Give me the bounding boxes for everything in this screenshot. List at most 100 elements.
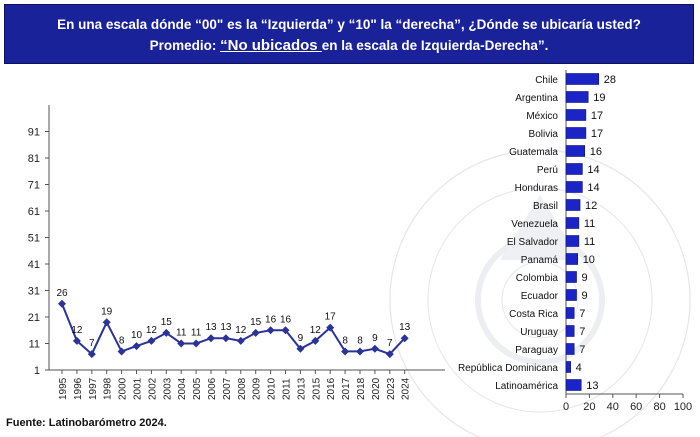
- x-tick-label: 2001: [133, 377, 144, 400]
- x-tick-label: 2011: [282, 378, 293, 400]
- data-point: [356, 347, 364, 356]
- bar-data-label: 10: [583, 254, 595, 266]
- bar: [565, 145, 586, 157]
- x-tick-label: 2009: [252, 377, 263, 400]
- bar-x-tick-label: 0: [563, 401, 569, 413]
- bar-data-label: 11: [584, 236, 595, 248]
- bar-x-tick-label: 40: [607, 401, 619, 413]
- bar: [565, 253, 578, 265]
- bar: [565, 109, 587, 121]
- y-tick-label: 51: [28, 233, 40, 245]
- data-label: 13: [399, 322, 411, 333]
- data-label: 12: [235, 325, 247, 336]
- x-tick-label: 2000: [118, 377, 129, 400]
- x-tick-label: 2023: [386, 377, 397, 400]
- bar: [565, 379, 582, 391]
- title-line-2: Promedio: “No ubicados en la escala de I…: [5, 35, 693, 56]
- bar: [565, 217, 580, 229]
- x-tick-label: 1997: [88, 377, 99, 400]
- data-point: [177, 339, 186, 348]
- title-line-2-suffix: en la escala de Izquierda-Derecha”.: [321, 38, 549, 53]
- x-tick-label: 1996: [73, 377, 84, 400]
- bar-x-tick-label: 20: [583, 401, 595, 413]
- data-point: [385, 350, 394, 359]
- y-tick-label: 91: [28, 127, 40, 139]
- data-label: 11: [176, 328, 187, 339]
- bar: [565, 289, 577, 301]
- bar-data-label: 12: [585, 200, 597, 212]
- x-tick-label: 2020: [371, 377, 382, 400]
- bar-category-label: Paraguay: [515, 345, 558, 356]
- data-label: 8: [119, 335, 125, 346]
- data-point: [147, 336, 156, 345]
- data-label: 11: [191, 328, 202, 339]
- data-label: 8: [342, 335, 348, 346]
- data-point: [87, 350, 96, 359]
- data-point: [341, 347, 350, 356]
- data-point: [326, 323, 335, 332]
- data-point: [221, 334, 230, 343]
- bar-category-label: Honduras: [515, 183, 558, 194]
- bar: [565, 91, 589, 103]
- x-tick-label: 2010: [267, 377, 278, 400]
- y-tick-label: 11: [29, 339, 40, 351]
- x-tick-label: 2024: [401, 377, 412, 400]
- bar-category-label: Ecuador: [521, 291, 559, 302]
- bar-category-label: Guatemala: [509, 147, 558, 158]
- bar-data-label: 7: [579, 344, 585, 356]
- y-tick-label: 81: [28, 153, 40, 165]
- data-point: [162, 328, 171, 337]
- x-tick-label: 2002: [147, 377, 158, 400]
- bar: [565, 73, 600, 85]
- data-point: [236, 336, 245, 345]
- data-label: 12: [146, 325, 158, 336]
- data-label: 12: [71, 325, 83, 336]
- data-point: [72, 336, 81, 345]
- data-point: [266, 326, 275, 335]
- y-tick-label: 1: [34, 365, 40, 377]
- bar-data-label: 17: [591, 128, 603, 140]
- bar-category-label: Perú: [537, 165, 558, 176]
- data-point: [251, 328, 260, 337]
- bar-data-label: 13: [586, 380, 598, 392]
- bar-data-label: 4: [576, 362, 582, 374]
- bar-category-label: Bolivia: [529, 129, 559, 140]
- bar: [565, 361, 571, 373]
- data-label: 10: [131, 330, 143, 341]
- bar-category-label: Chile: [535, 75, 558, 86]
- bar-category-label: Colombia: [516, 273, 559, 284]
- x-tick-label: 1995: [58, 377, 69, 400]
- bar-data-label: 9: [582, 290, 588, 302]
- data-label: 16: [265, 314, 277, 325]
- bar-x-tick-label: 80: [653, 401, 665, 413]
- bar-category-label: Brasil: [533, 201, 558, 212]
- x-tick-label: 2005: [192, 377, 203, 400]
- bar: [565, 343, 575, 355]
- data-point: [370, 344, 379, 353]
- data-label: 26: [56, 288, 68, 299]
- bar-data-label: 14: [587, 182, 599, 194]
- title-line-2-prefix: Promedio:: [149, 38, 221, 53]
- bar: [565, 181, 583, 193]
- bar-data-label: 7: [579, 326, 585, 338]
- bar: [565, 271, 577, 283]
- title-highlight: “No ubicados: [220, 37, 322, 54]
- x-tick-label: 2008: [237, 377, 248, 400]
- bar: [565, 325, 575, 337]
- x-tick-label: 2015: [311, 377, 322, 400]
- data-label: 12: [310, 325, 322, 336]
- bar-data-label: 19: [593, 92, 605, 104]
- data-point: [296, 344, 305, 353]
- bar: [565, 163, 583, 175]
- bar-category-label: Argentina: [515, 93, 558, 104]
- bar: [565, 235, 580, 247]
- x-tick-label: 1998: [103, 377, 114, 400]
- x-tick-label: 2003: [162, 377, 173, 400]
- bar-data-label: 16: [590, 146, 602, 158]
- x-tick-label: 2004: [177, 377, 188, 400]
- bar-category-label: Uruguay: [520, 327, 558, 338]
- data-label: 7: [89, 338, 95, 349]
- data-point: [132, 342, 141, 351]
- data-label: 15: [161, 317, 173, 328]
